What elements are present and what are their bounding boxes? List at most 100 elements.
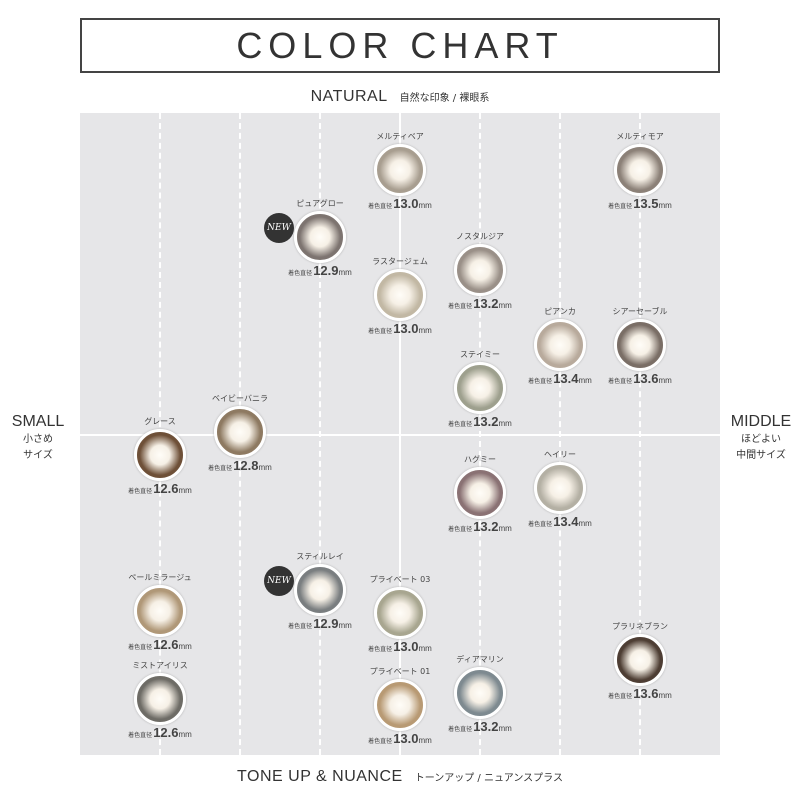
diameter-value: 13.0 [393,196,419,211]
lens-name: プライベート 01 [369,667,431,676]
diameter-value: 13.0 [393,321,419,336]
axis-natural-ja: 自然な印象 / 裸眼系 [399,93,490,104]
diameter-value: 12.6 [153,481,179,496]
lens-image [134,429,186,481]
lens-item: ミストアイリス 着色直径12.6mm [100,660,220,743]
axis-natural: NATURAL 自然な印象 / 裸眼系 [0,88,800,106]
diameter-unit: mm [658,376,672,385]
lens-image [134,673,186,725]
diameter-value: 12.9 [313,616,339,631]
diameter-value: 13.0 [393,639,419,654]
lens-image [454,467,506,519]
diameter-unit: mm [418,326,432,335]
diameter-value: 13.6 [633,686,659,701]
lens-image [294,211,346,263]
lens-diameter: 着色直径13.2mm [420,520,540,537]
diameter-unit: mm [498,419,512,428]
diameter-label: 着色直径 [288,271,313,277]
axis-tone-up: TONE UP & NUANCE トーンアップ / ニュアンスプラス [0,766,800,786]
lens-image [534,319,586,371]
diameter-label: 着色直径 [528,522,553,528]
lens-item: ディアマリン 着色直径13.2mm [420,654,540,737]
lens-name: グレース [144,417,176,426]
lens-diameter: 着色直径13.0mm [340,732,460,749]
diameter-value: 12.6 [153,637,179,652]
lens-name: ベイビーバニラ [212,394,268,403]
lens-item: メルティベア 着色直径13.0mm [340,131,460,214]
lens-name: ラスタージェム [372,257,428,266]
diameter-unit: mm [178,642,192,651]
lens-name: ピアンカ [544,307,576,316]
diameter-label: 着色直径 [128,645,153,651]
diameter-value: 13.5 [633,196,659,211]
axis-small-en: SMALL [11,413,65,430]
diameter-unit: mm [258,463,272,472]
lens-name: ノスタルジア [456,232,504,241]
lens-image [374,679,426,731]
lens-image [534,462,586,514]
lens-diameter: 着色直径13.4mm [500,372,620,389]
lens-item: ハグミー 着色直径13.2mm [420,454,540,537]
diameter-label: 着色直径 [368,739,393,745]
diameter-label: 着色直径 [128,733,153,739]
lens-diameter: 着色直径12.6mm [100,482,220,499]
diameter-label: 着色直径 [208,466,233,472]
lens-image [454,244,506,296]
lens-image [614,144,666,196]
lens-diameter: 着色直径13.5mm [580,197,700,214]
new-badge: NEW [264,566,294,596]
diameter-unit: mm [658,691,672,700]
chart-panel: メルティベア 着色直径13.0mm メルティモア 着色直径13.5mm ピュアグロー… [80,113,720,755]
diameter-label: 着色直径 [128,489,153,495]
lens-image [294,564,346,616]
diameter-value: 13.2 [473,296,499,311]
axis-middle-ja1: ほどよい [741,434,781,445]
axis-middle-ja2: 中間サイズ [736,450,786,461]
diameter-label: 着色直径 [528,379,553,385]
lens-item: シアーセーブル 着色直径13.6mm [580,306,700,389]
diameter-value: 13.2 [473,519,499,534]
axis-small-ja1: 小さめ [23,434,53,445]
diameter-unit: mm [178,730,192,739]
diameter-unit: mm [418,201,432,210]
diameter-unit: mm [498,724,512,733]
lens-diameter: 着色直径13.2mm [420,720,540,737]
lens-image [454,362,506,414]
lens-diameter: 着色直径12.6mm [100,638,220,655]
lens-image [614,319,666,371]
lens-name: ペールミラージュ [128,573,192,582]
diameter-unit: mm [418,736,432,745]
lens-diameter: 着色直径13.0mm [340,197,460,214]
lens-diameter: 着色直径12.8mm [180,459,300,476]
lens-item: プライベート 01 着色直径13.0mm [340,666,460,749]
lens-diameter: 着色直径13.4mm [500,515,620,532]
diameter-label: 着色直径 [368,204,393,210]
lens-name: ミストアイリス [132,661,188,670]
lens-image [614,634,666,686]
lens-diameter: 着色直径12.9mm [260,264,380,281]
lens-item: プラリネブラン 着色直径13.6mm [580,621,700,704]
diameter-value: 13.0 [393,731,419,746]
diameter-label: 着色直径 [608,379,633,385]
diameter-label: 着色直径 [288,624,313,630]
lens-name: ピュアグロー [296,199,344,208]
diameter-value: 12.6 [153,725,179,740]
diameter-label: 着色直径 [448,727,473,733]
diameter-label: 着色直径 [448,422,473,428]
axis-natural-en: NATURAL [310,88,388,105]
horizontal-axis [80,434,720,436]
lens-item: ピアンカ 着色直径13.4mm [500,306,620,389]
lens-item: ヘイリー 着色直径13.4mm [500,449,620,532]
diameter-unit: mm [338,268,352,277]
diameter-value: 13.2 [473,414,499,429]
lens-name: スティルレイ [296,552,344,561]
diameter-value: 13.4 [553,514,579,529]
lens-name: プラリネブラン [612,622,668,631]
diameter-unit: mm [578,519,592,528]
diameter-unit: mm [418,644,432,653]
diameter-label: 着色直径 [368,647,393,653]
lens-diameter: 着色直径13.0mm [340,322,460,339]
lens-item: ステイミー 着色直径13.2mm [420,349,540,432]
lens-item: ベイビーバニラ 着色直径12.8mm [180,393,300,476]
diameter-label: 着色直径 [608,204,633,210]
